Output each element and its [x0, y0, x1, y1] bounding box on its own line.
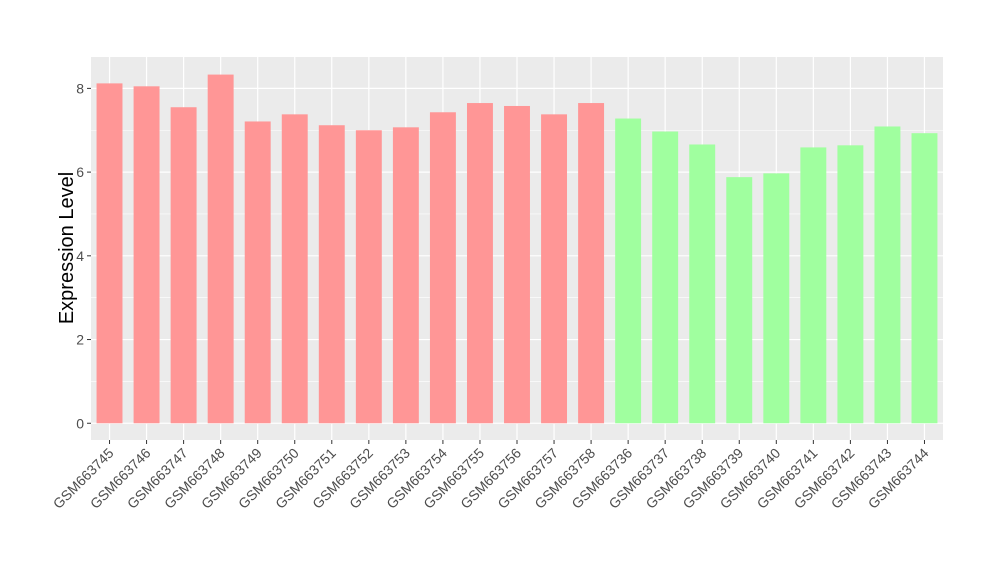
bar-GSM663755 — [466, 103, 493, 424]
bar-GSM663737 — [652, 131, 679, 424]
bar-GSM663746 — [133, 86, 160, 424]
bar-GSM663758 — [578, 103, 605, 424]
bar-GSM663748 — [207, 74, 234, 424]
bar-GSM663756 — [504, 105, 530, 424]
bar-GSM663752 — [355, 130, 382, 424]
bar-GSM663749 — [244, 121, 271, 424]
y-tick-label: 6 — [76, 164, 84, 180]
y-axis: 0 2 4 6 8 — [76, 80, 91, 431]
bar-GSM663754 — [429, 112, 456, 424]
x-axis: GSM663745GSM663746GSM663747GSM663748GSM6… — [50, 440, 932, 512]
y-tick-label: 8 — [76, 80, 84, 96]
bar-GSM663757 — [541, 114, 568, 424]
bar-GSM663738 — [689, 144, 716, 424]
bar-GSM663742 — [837, 145, 864, 424]
bar-GSM663743 — [874, 126, 901, 424]
bar-GSM663740 — [763, 173, 790, 424]
bar-GSM663747 — [170, 107, 197, 424]
y-tick-label: 0 — [76, 415, 84, 431]
bar-GSM663736 — [615, 118, 642, 424]
bars — [96, 74, 938, 424]
bar-GSM663745 — [96, 83, 123, 424]
bar-GSM663751 — [318, 125, 345, 424]
bar-GSM663739 — [726, 177, 753, 424]
bar-GSM663744 — [911, 133, 938, 424]
y-tick-label: 2 — [76, 332, 84, 348]
y-axis-title: Expression Level — [56, 172, 78, 324]
bar-GSM663741 — [800, 147, 827, 424]
bar-GSM663753 — [392, 127, 419, 424]
bar-GSM663750 — [281, 114, 308, 424]
y-tick-label: 4 — [76, 248, 84, 264]
